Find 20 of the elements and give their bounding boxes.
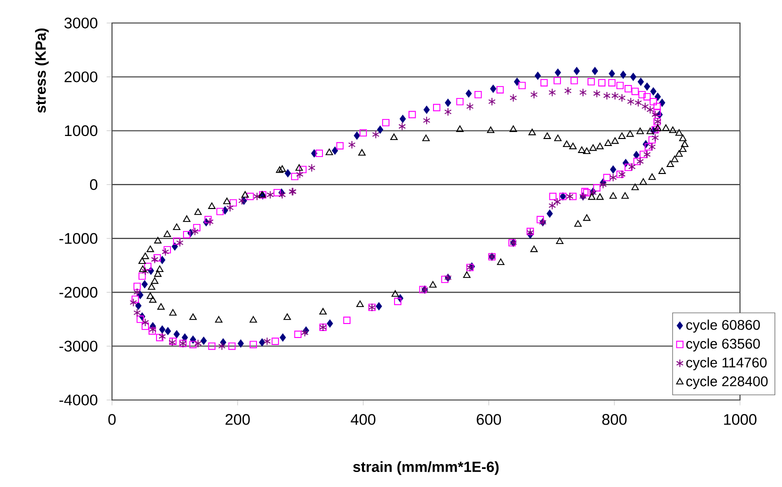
x-tick-label: 1000 <box>724 414 756 425</box>
legend-label: cycle 63560 <box>686 338 760 352</box>
y-tick-label: -1000 <box>59 233 98 244</box>
y-tick-label: -2000 <box>59 286 98 298</box>
x-tick-label: 800 <box>602 414 627 425</box>
y-tick-label: 0 <box>90 179 98 190</box>
y-tick-label: -3000 <box>59 340 98 352</box>
x-tick-label: 400 <box>350 414 376 425</box>
legend-label: cycle 60860 <box>686 320 760 333</box>
x-tick-label: 600 <box>476 414 501 425</box>
x-axis-title: strain (mm/mm*1E-6) <box>353 461 499 475</box>
legend-label: cycle 114760 <box>686 357 767 370</box>
x-tick-label: 0 <box>108 414 116 425</box>
y-tick-label: 3000 <box>64 18 98 28</box>
legend-label: cycle 228400 <box>686 376 768 390</box>
x-tick-label: 200 <box>226 414 250 425</box>
y-tick-label: -4000 <box>59 394 98 406</box>
y-tick-label: 2000 <box>64 71 98 82</box>
y-tick-label: 1000 <box>65 125 98 136</box>
y-axis-title: stress (KPa) <box>35 28 49 113</box>
